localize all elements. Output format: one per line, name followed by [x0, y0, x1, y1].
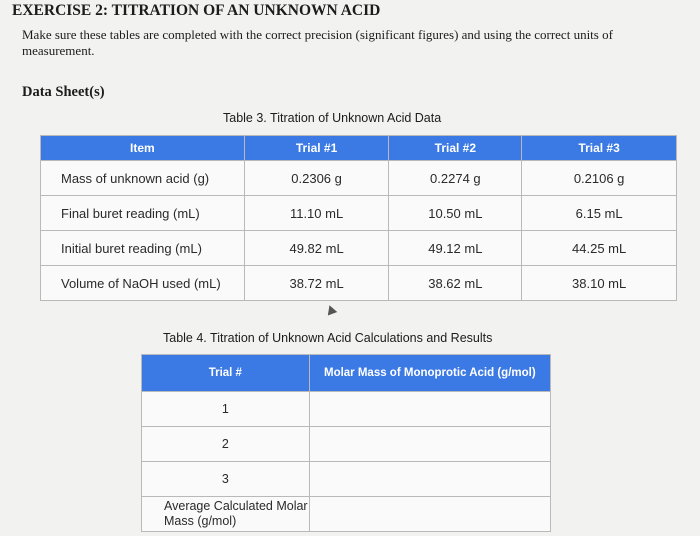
- table-cell[interactable]: 44.25 mL: [521, 230, 677, 266]
- table-cell[interactable]: 38.62 mL: [388, 265, 523, 301]
- table-cell[interactable]: 0.2106 g: [521, 160, 677, 196]
- molar-mass-input-cell[interactable]: [308, 426, 552, 462]
- exercise-title: EXERCISE 2: TITRATION OF AN UNKNOWN ACID: [12, 2, 381, 19]
- mouse-cursor-icon: [324, 303, 338, 316]
- table-cell[interactable]: 10.50 mL: [388, 195, 523, 231]
- table-row: 3: [141, 461, 552, 497]
- header-trial-2: Trial #2: [388, 135, 523, 161]
- table-row: Initial buret reading (mL) 49.82 mL 49.1…: [40, 230, 677, 266]
- header-trial-3: Trial #3: [521, 135, 677, 161]
- table4-header-row: Trial # Molar Mass of Monoprotic Acid (g…: [141, 354, 552, 392]
- table-cell[interactable]: 38.10 mL: [521, 265, 677, 301]
- table-cell[interactable]: 0.2306 g: [243, 160, 390, 196]
- average-label-cell: Average Calculated Molar Mass (g/mol): [141, 496, 310, 532]
- table4-caption: Table 4. Titration of Unknown Acid Calcu…: [163, 331, 493, 345]
- table3-caption: Table 3. Titration of Unknown Acid Data: [223, 111, 442, 125]
- trial-number-cell: 1: [141, 391, 310, 427]
- header-item: Item: [40, 135, 245, 161]
- header-trial-number: Trial #: [141, 354, 310, 392]
- row-label: Initial buret reading (mL): [40, 230, 245, 266]
- header-trial-1: Trial #1: [243, 135, 390, 161]
- instructions-text: Make sure these tables are completed wit…: [22, 27, 613, 58]
- calculations-results-table: Trial # Molar Mass of Monoprotic Acid (g…: [141, 354, 552, 532]
- table-row: Average Calculated Molar Mass (g/mol): [141, 496, 552, 532]
- row-label: Final buret reading (mL): [40, 195, 245, 231]
- table-cell[interactable]: 11.10 mL: [243, 195, 390, 231]
- molar-mass-input-cell[interactable]: [308, 391, 552, 427]
- table-row: Mass of unknown acid (g) 0.2306 g 0.2274…: [40, 160, 677, 196]
- table3-header-row: Item Trial #1 Trial #2 Trial #3: [40, 135, 677, 161]
- table-cell[interactable]: 6.15 mL: [521, 195, 677, 231]
- table-row: 1: [141, 391, 552, 427]
- table-cell[interactable]: 38.72 mL: [243, 265, 390, 301]
- molar-mass-input-cell[interactable]: [308, 461, 552, 497]
- titration-data-table: Item Trial #1 Trial #2 Trial #3 Mass of …: [40, 135, 677, 301]
- table-row: Final buret reading (mL) 11.10 mL 10.50 …: [40, 195, 677, 231]
- table-cell[interactable]: 49.82 mL: [243, 230, 390, 266]
- table-cell[interactable]: 49.12 mL: [388, 230, 523, 266]
- table-row: 2: [141, 426, 552, 462]
- data-sheet-heading: Data Sheet(s): [22, 84, 105, 100]
- table-row: Volume of NaOH used (mL) 38.72 mL 38.62 …: [40, 265, 677, 301]
- table-cell[interactable]: 0.2274 g: [388, 160, 523, 196]
- trial-number-cell: 3: [141, 461, 310, 497]
- header-molar-mass: Molar Mass of Monoprotic Acid (g/mol): [308, 354, 552, 392]
- average-input-cell[interactable]: [308, 496, 552, 532]
- trial-number-cell: 2: [141, 426, 310, 462]
- row-label: Mass of unknown acid (g): [40, 160, 245, 196]
- row-label: Volume of NaOH used (mL): [40, 265, 245, 301]
